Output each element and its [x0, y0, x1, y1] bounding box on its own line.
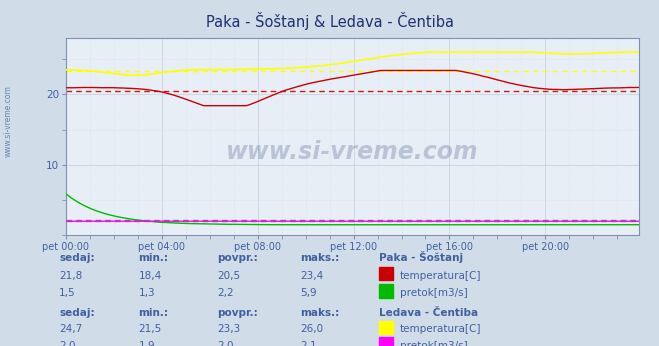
Text: 26,0: 26,0 — [300, 324, 323, 334]
Text: povpr.:: povpr.: — [217, 308, 258, 318]
Text: sedaj:: sedaj: — [59, 308, 95, 318]
Text: 18,4: 18,4 — [138, 271, 161, 281]
Text: maks.:: maks.: — [300, 253, 339, 263]
Text: Paka - Šoštanj & Ledava - Čentiba: Paka - Šoštanj & Ledava - Čentiba — [206, 12, 453, 30]
Text: 21,5: 21,5 — [138, 324, 161, 334]
Text: 1,5: 1,5 — [59, 288, 76, 298]
Text: povpr.:: povpr.: — [217, 253, 258, 263]
Text: min.:: min.: — [138, 308, 169, 318]
Text: temperatura[C]: temperatura[C] — [400, 271, 482, 281]
Text: 1,9: 1,9 — [138, 341, 155, 346]
Text: maks.:: maks.: — [300, 308, 339, 318]
Text: Ledava - Čentiba: Ledava - Čentiba — [379, 308, 478, 318]
Text: 23,4: 23,4 — [300, 271, 323, 281]
Text: 2,0: 2,0 — [217, 341, 234, 346]
Text: sedaj:: sedaj: — [59, 253, 95, 263]
Text: 24,7: 24,7 — [59, 324, 82, 334]
Text: 23,3: 23,3 — [217, 324, 241, 334]
Text: www.si-vreme.com: www.si-vreme.com — [3, 85, 13, 157]
Text: pretok[m3/s]: pretok[m3/s] — [400, 288, 468, 298]
Text: 2,0: 2,0 — [59, 341, 76, 346]
Text: www.si-vreme.com: www.si-vreme.com — [226, 140, 479, 164]
Text: 2,2: 2,2 — [217, 288, 234, 298]
Text: 20,5: 20,5 — [217, 271, 241, 281]
Text: Paka - Šoštanj: Paka - Šoštanj — [379, 251, 463, 263]
Text: 5,9: 5,9 — [300, 288, 316, 298]
Text: min.:: min.: — [138, 253, 169, 263]
Text: 1,3: 1,3 — [138, 288, 155, 298]
Text: 21,8: 21,8 — [59, 271, 82, 281]
Text: 2,1: 2,1 — [300, 341, 316, 346]
Text: pretok[m3/s]: pretok[m3/s] — [400, 341, 468, 346]
Text: temperatura[C]: temperatura[C] — [400, 324, 482, 334]
